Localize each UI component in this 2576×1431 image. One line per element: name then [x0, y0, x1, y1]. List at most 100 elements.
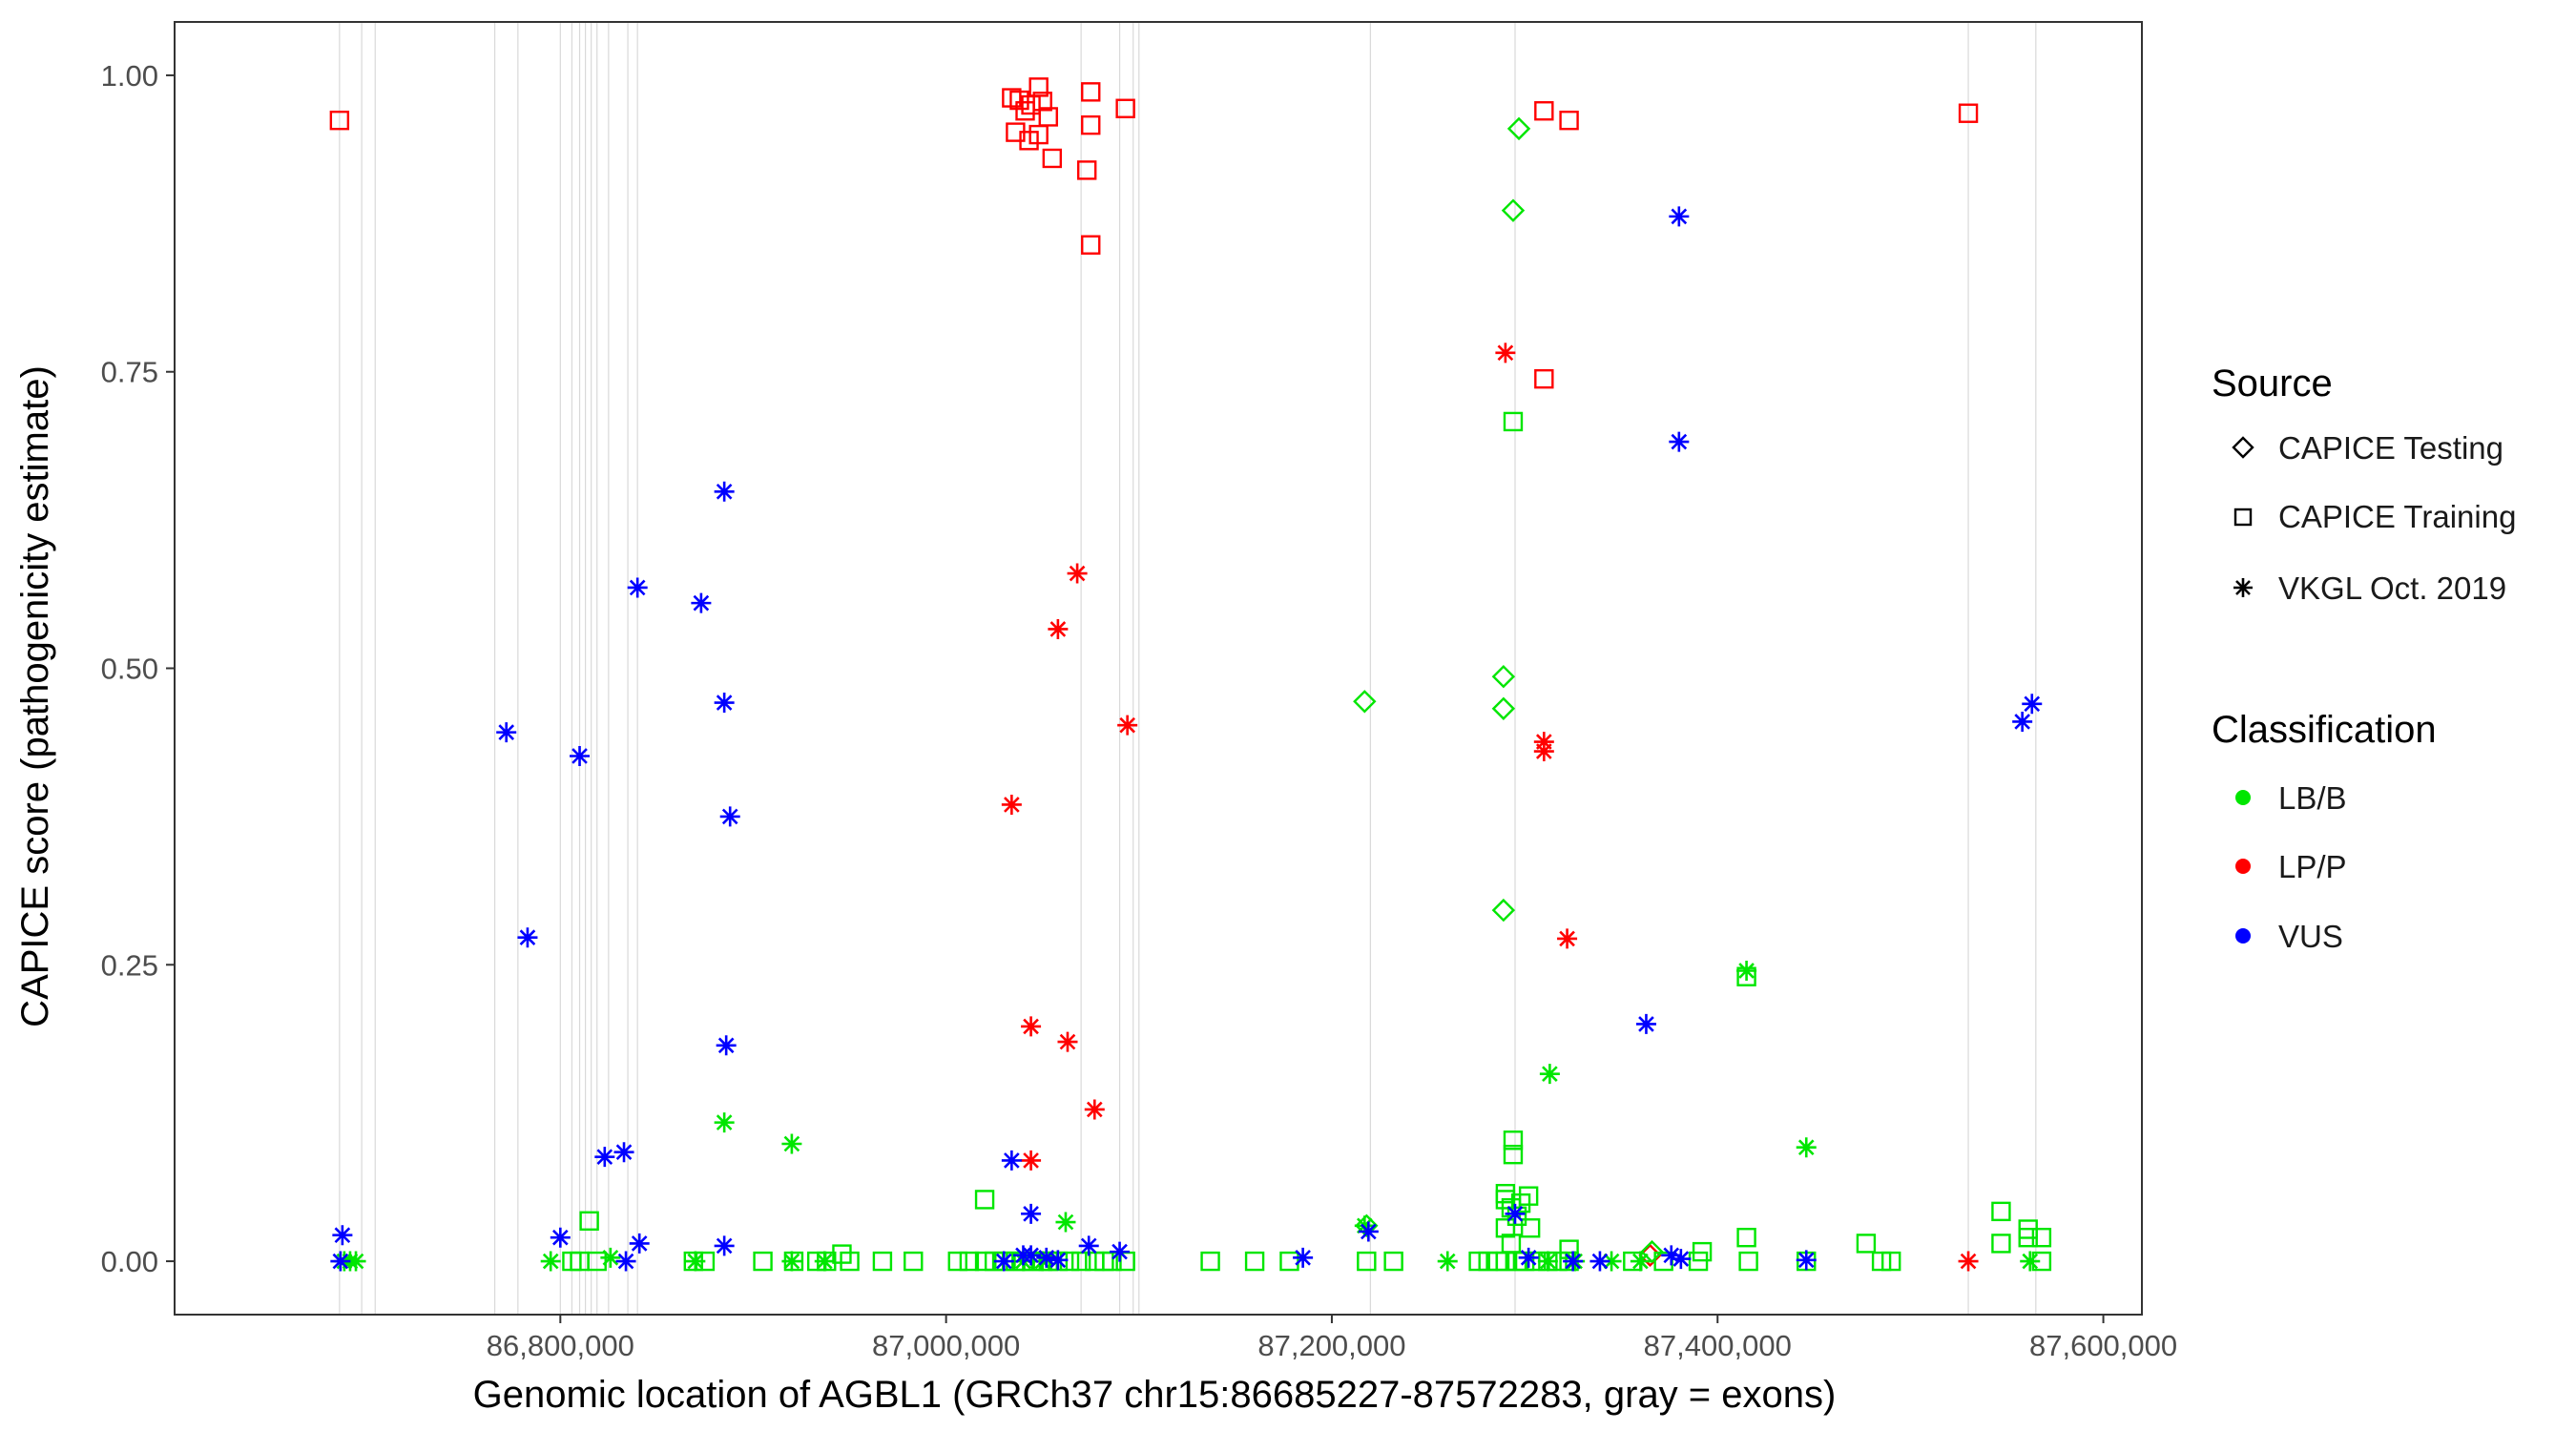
point-vus-asterisk — [615, 1251, 636, 1272]
point-lb-b-square — [2031, 1227, 2052, 1248]
x-tick-label: 87,000,000 — [872, 1329, 1020, 1362]
point-lb-b-diamond — [1353, 690, 1377, 714]
data-points — [329, 77, 2052, 1272]
point-vus-asterisk — [1021, 1245, 1042, 1266]
point-vus-asterisk — [570, 745, 591, 766]
point-lb-b-asterisk — [781, 1133, 802, 1154]
point-lb-b-diamond — [1491, 665, 1516, 689]
point-vus-asterisk — [1669, 431, 1690, 452]
point-lb-b-square — [1856, 1234, 1877, 1254]
legend-item-lp-p: LP/P — [2235, 849, 2347, 884]
exon-lines — [339, 22, 2037, 1315]
legend-item-capice-training: CAPICE Training — [2233, 499, 2516, 534]
point-vus-asterisk — [691, 592, 712, 613]
point-lb-b-square — [753, 1251, 773, 1272]
point-lb-b-square — [1506, 1206, 1527, 1227]
point-lb-b-square — [1495, 1251, 1516, 1272]
point-vus-asterisk — [1036, 1247, 1057, 1268]
point-vus-asterisk — [496, 722, 517, 743]
point-lb-b-square — [904, 1251, 924, 1272]
point-lb-b-asterisk — [685, 1251, 706, 1272]
point-lb-b-asterisk — [781, 1251, 802, 1272]
point-lp-p-asterisk — [1021, 1016, 1042, 1037]
y-tick-label: 0.50 — [101, 653, 158, 686]
point-vus-asterisk — [716, 1035, 737, 1056]
legend-item-vus: VUS — [2235, 919, 2343, 954]
legend-label-lp-p: LP/P — [2278, 849, 2347, 884]
point-lb-b-diamond — [1506, 116, 1531, 141]
point-vus-asterisk — [2022, 694, 2043, 715]
point-lb-b-asterisk — [1537, 1251, 1558, 1272]
point-lb-b-square — [1357, 1251, 1377, 1272]
point-lb-b-square — [974, 1190, 995, 1210]
point-vus-asterisk — [1589, 1251, 1610, 1272]
vus-color-dot — [2235, 928, 2251, 944]
point-lb-b-asterisk — [1437, 1251, 1458, 1272]
point-lp-p-square — [1115, 98, 1135, 118]
diamond-icon — [2232, 436, 2254, 459]
point-vus-asterisk — [1671, 1249, 1692, 1270]
legend-label-lb-b: LB/B — [2278, 780, 2347, 816]
point-vus-asterisk — [1021, 1203, 1042, 1224]
point-lb-b-asterisk — [1630, 1251, 1651, 1272]
point-lb-b-asterisk — [1539, 1064, 1560, 1085]
point-lp-p-asterisk — [1533, 741, 1554, 762]
point-lb-b-asterisk — [714, 1112, 735, 1133]
point-lb-b-asterisk — [1601, 1251, 1622, 1272]
point-lp-p-square — [1077, 160, 1097, 180]
legend-title-classification: Classification — [2212, 709, 2437, 751]
point-lp-p-asterisk — [1958, 1251, 1979, 1272]
point-vus-asterisk — [594, 1147, 615, 1168]
point-lp-p-square — [1009, 90, 1029, 111]
asterisk-icon — [2233, 578, 2253, 597]
point-lb-b-square — [840, 1251, 860, 1272]
point-lp-p-asterisk — [1084, 1099, 1105, 1120]
point-vus-asterisk — [517, 927, 538, 948]
point-lp-p-square — [1028, 77, 1049, 97]
point-vus-asterisk — [627, 577, 648, 598]
point-vus-asterisk — [629, 1233, 650, 1254]
x-tick-label: 87,200,000 — [1257, 1329, 1405, 1362]
y-tick-label: 1.00 — [101, 59, 158, 93]
square-icon — [2233, 508, 2253, 527]
point-vus-asterisk — [1078, 1235, 1099, 1256]
legend-label-capice-training: CAPICE Training — [2278, 499, 2516, 534]
x-tick-label: 87,400,000 — [1644, 1329, 1792, 1362]
point-lp-p-asterisk — [1021, 1150, 1042, 1171]
point-vus-asterisk — [1048, 1250, 1069, 1271]
point-lb-b-square — [2018, 1227, 2038, 1248]
point-lb-b-asterisk — [600, 1247, 621, 1268]
point-lp-p-asterisk — [1057, 1031, 1078, 1052]
point-vus-asterisk — [2012, 711, 2033, 732]
point-lb-b-asterisk — [540, 1251, 561, 1272]
point-vus-asterisk — [330, 1251, 351, 1272]
point-vus-asterisk — [1563, 1251, 1584, 1272]
y-tick-label: 0.25 — [101, 948, 158, 982]
point-lp-p-square — [1081, 82, 1101, 102]
point-lb-b-square — [1518, 1186, 1539, 1206]
point-lb-b-asterisk — [345, 1251, 366, 1272]
point-vus-asterisk — [714, 693, 735, 714]
point-vus-asterisk — [719, 806, 740, 827]
point-lb-b-square — [1503, 411, 1524, 432]
point-vus-asterisk — [1669, 206, 1690, 227]
point-lp-p-square — [1032, 92, 1052, 112]
point-vus-asterisk — [1001, 1150, 1022, 1171]
point-lb-b-asterisk — [814, 1251, 835, 1272]
point-lp-p-square — [1081, 235, 1101, 255]
point-vus-asterisk — [1110, 1241, 1131, 1262]
y-axis: 0.00 0.25 0.50 0.75 1.00 — [101, 59, 175, 1278]
point-lb-b-square — [1688, 1251, 1709, 1272]
point-lp-p-asterisk — [1001, 794, 1022, 815]
lb-b-color-dot — [2235, 790, 2251, 805]
point-lb-b-asterisk — [2020, 1251, 2041, 1272]
point-lb-b-square — [1495, 1218, 1516, 1238]
point-lp-p-square — [1028, 124, 1049, 145]
legend-item-capice-testing: CAPICE Testing — [2232, 430, 2503, 466]
point-lb-b-square — [1520, 1218, 1541, 1238]
lp-p-color-dot — [2235, 859, 2251, 874]
point-lp-p-square — [1958, 103, 1979, 123]
point-lb-b-asterisk — [1736, 961, 1757, 981]
point-lb-b-square — [1880, 1251, 1901, 1272]
